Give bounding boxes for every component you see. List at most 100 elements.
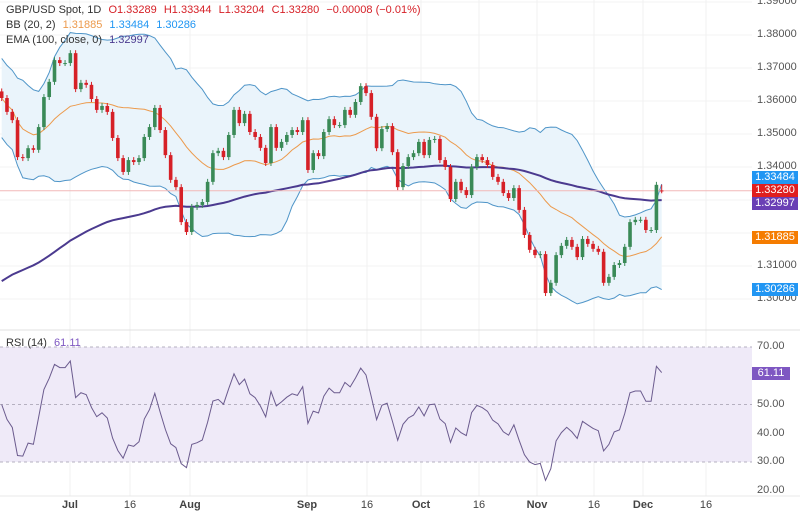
candle-body [211, 153, 215, 182]
bb-basis-tag: 1.31885 [752, 231, 798, 244]
candle-body [659, 190, 664, 192]
candle-body [364, 86, 368, 94]
candle-body [417, 141, 421, 154]
candle-body [438, 138, 442, 161]
bb-legend[interactable]: BB (20, 2) 1.31885 1.33484 1.30286 [6, 19, 200, 31]
candle-body [269, 127, 273, 164]
candle-body [607, 276, 611, 283]
candle-body [105, 105, 110, 112]
candle-body [253, 132, 257, 137]
candle-body [57, 60, 62, 64]
time-tick-label: 16 [472, 499, 486, 511]
candle-body [358, 86, 363, 102]
ohlc-low: L1.33204 [218, 4, 265, 16]
time-tick-label: Aug [179, 499, 201, 511]
candle-body [617, 263, 622, 266]
candle-body [596, 248, 601, 252]
candle-body [137, 158, 141, 163]
candle-body [459, 181, 463, 191]
candle-body [216, 150, 220, 154]
price-tick-label: 1.31000 [757, 259, 797, 271]
symbol-legend: GBP/USD Spot, 1D O1.33289 H1.33344 L1.33… [6, 4, 425, 16]
time-tick-label: Nov [526, 499, 548, 511]
candle-body [496, 176, 500, 182]
ohlc-change: −0.00008 (−0.01%) [326, 4, 421, 16]
time-tick-label: Sep [296, 499, 318, 511]
price-tick-label: 1.34000 [757, 160, 797, 172]
candle-body [121, 158, 125, 172]
rsi-legend[interactable]: RSI (14) 61.11 [6, 337, 85, 349]
time-tick-label: 16 [587, 499, 601, 511]
candle-body [79, 82, 83, 90]
candle-body [633, 219, 638, 223]
price-tick-label: 1.36000 [757, 94, 797, 106]
rsi-tick-label: 50.00 [757, 398, 785, 410]
candle-body [221, 150, 226, 158]
candle-body [369, 93, 374, 117]
candle-body [401, 166, 405, 188]
candle-body [591, 243, 595, 249]
candle-body [285, 134, 289, 142]
time-tick-label: 16 [360, 499, 374, 511]
candle-body [612, 265, 616, 277]
candle-body [21, 157, 25, 159]
candle-body [522, 209, 527, 235]
candle-body [649, 230, 653, 232]
candle-body [448, 167, 453, 200]
candle-body [564, 239, 569, 246]
candle-body [10, 111, 15, 121]
time-tick-label: Oct [411, 499, 431, 511]
candle-body [290, 130, 294, 135]
time-tick-label: Dec [632, 499, 654, 511]
candle-body [585, 238, 590, 244]
rsi-tick-label: 30.00 [757, 455, 785, 467]
candle-body [232, 109, 236, 135]
candle-body [622, 246, 627, 264]
candle-body [527, 234, 532, 250]
candle-body [332, 119, 337, 126]
candle-body [390, 126, 395, 153]
candle-body [0, 91, 4, 99]
symbol-name[interactable]: GBP/USD Spot, 1D [6, 4, 102, 16]
candle-body [353, 101, 358, 115]
rsi-tick-label: 40.00 [757, 427, 785, 439]
candle-body [195, 204, 199, 207]
candle-body [306, 120, 310, 170]
candle-body [427, 139, 432, 156]
candle-body [506, 193, 511, 199]
bb-lower-tag: 1.30286 [752, 283, 798, 296]
candle-body [26, 148, 30, 159]
price-tick-label: 1.35000 [757, 127, 797, 139]
candle-body [480, 157, 484, 161]
rsi-value: 61.11 [54, 337, 81, 349]
candle-body [5, 98, 9, 112]
candle-body [517, 188, 521, 210]
price-tick-label: 1.37000 [757, 61, 797, 73]
candle-body [321, 132, 326, 157]
candle-body [512, 188, 516, 199]
candle-body [94, 99, 99, 110]
candle-body [295, 130, 300, 133]
candle-body [570, 239, 574, 247]
candle-body [543, 254, 548, 294]
candle-body [158, 107, 162, 131]
candle-body [654, 184, 659, 231]
bb-lower-value: 1.30286 [156, 19, 197, 31]
candle-body [464, 190, 469, 196]
candle-body [406, 157, 411, 167]
rsi-label: RSI (14) [6, 337, 47, 349]
candle-body [343, 109, 347, 126]
ema-legend[interactable]: EMA (100, close, 0) 1.32997 [6, 34, 153, 46]
candle-body [316, 153, 321, 157]
candle-body [337, 125, 342, 127]
ema-value: 1.32997 [109, 34, 149, 46]
bb-upper-value: 1.33484 [109, 19, 150, 31]
candle-body [100, 105, 104, 110]
rsi-tag: 61.11 [752, 367, 790, 380]
candle-body [628, 222, 632, 247]
candle-body [533, 249, 537, 256]
ohlc-open: O1.33289 [108, 4, 157, 16]
candle-body [31, 148, 36, 150]
